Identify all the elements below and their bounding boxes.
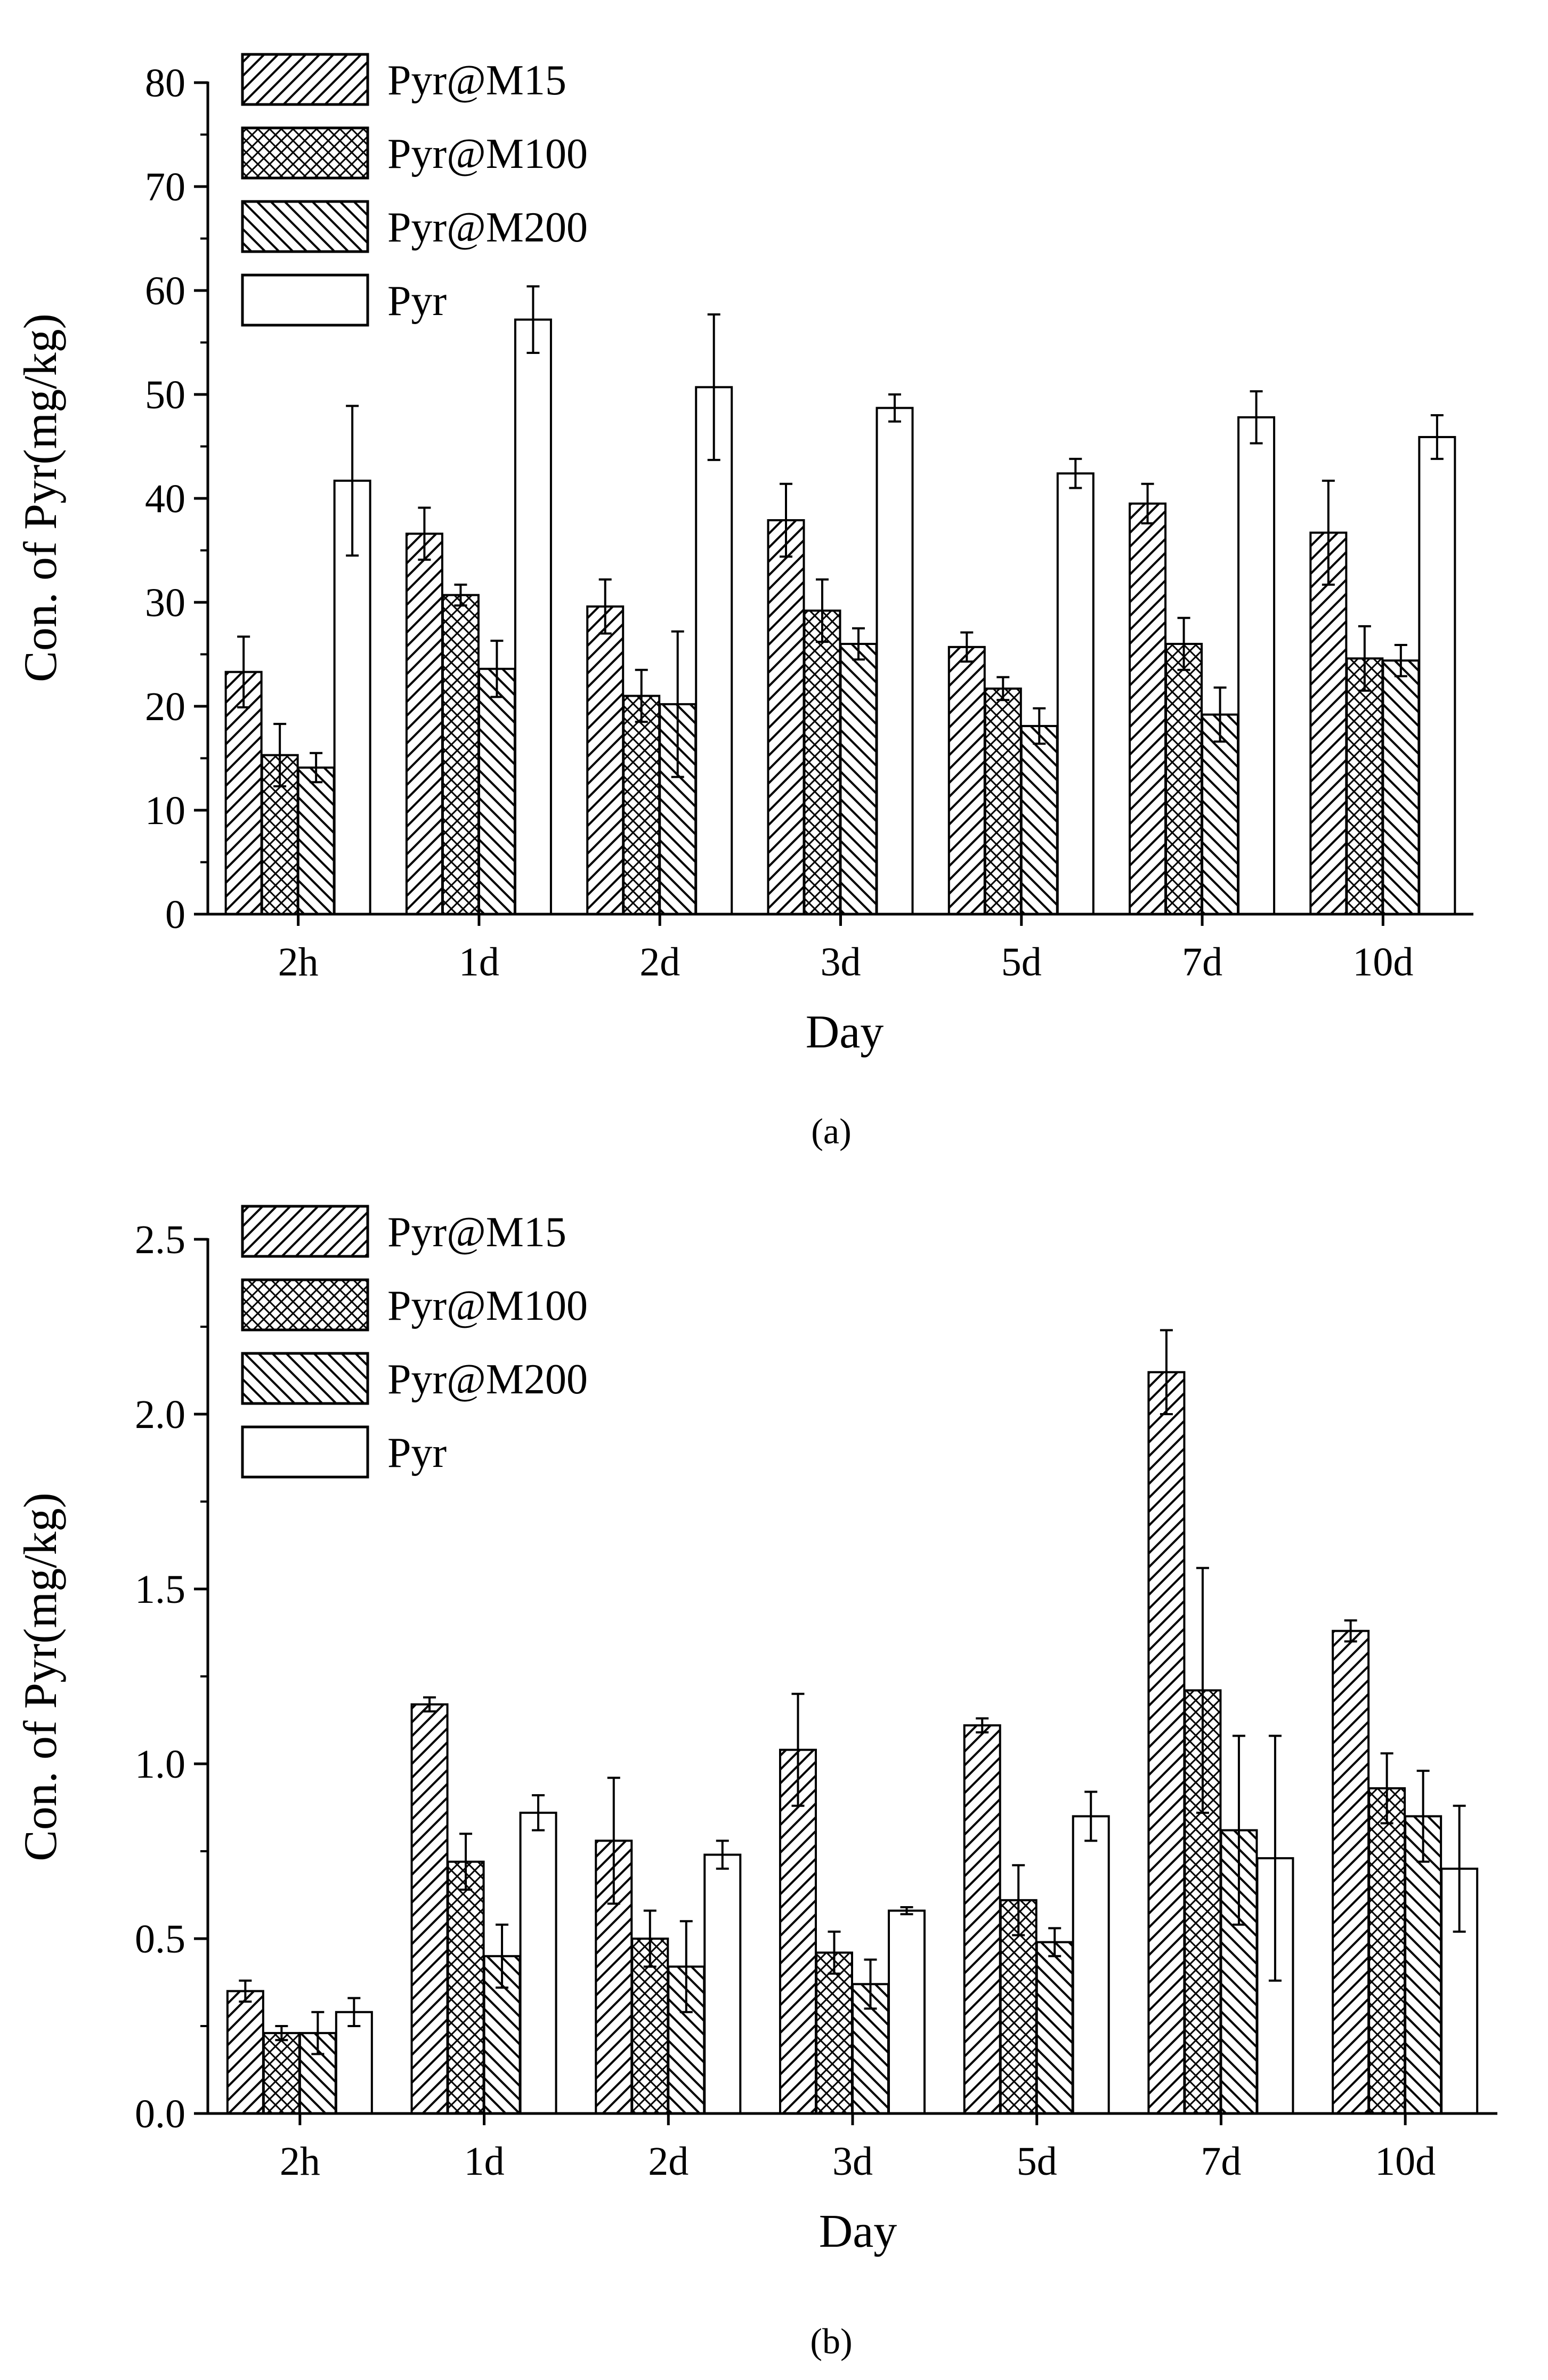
y-tick-label: 30: [145, 580, 185, 625]
bar: [803, 609, 841, 915]
bar: [767, 519, 805, 915]
bar: [622, 695, 661, 915]
legend-swatch: [241, 1278, 369, 1332]
bar: [1382, 659, 1420, 915]
bar: [335, 2011, 373, 2115]
bar: [224, 671, 263, 916]
x-tick-label: 10d: [1352, 940, 1413, 985]
legend-swatch: [241, 53, 369, 106]
panel-caption: (a): [811, 1111, 851, 1151]
bar: [586, 605, 625, 916]
y-tick-label: 0: [165, 892, 185, 937]
x-tick-label: 2h: [280, 2139, 320, 2184]
bar: [888, 1909, 926, 2115]
bar: [477, 667, 516, 916]
bar: [984, 687, 1022, 915]
bar: [441, 594, 480, 915]
bar: [779, 1748, 817, 2115]
bar: [1035, 1941, 1074, 2115]
legend-label: Pyr@M100: [387, 131, 588, 178]
y-tick-label: 80: [145, 61, 185, 106]
x-tick-label: 7d: [1201, 2139, 1241, 2184]
chart-panel-a: Con. of Pyr(mg/kg) Day (a) 2h 1d 2d 3d 5d 7d 1…: [15, 53, 1473, 1151]
x-tick-label: 10d: [1375, 2139, 1436, 2184]
y-tick-label: 50: [145, 373, 185, 417]
y-tick-label: 1.0: [135, 1742, 185, 1787]
x-tick-label: 3d: [821, 940, 861, 985]
bar: [410, 1703, 449, 2115]
bar: [1072, 1815, 1110, 2115]
bar: [1129, 502, 1167, 915]
bar: [1368, 1787, 1406, 2115]
bar: [1237, 416, 1276, 915]
x-tick-label: 2h: [278, 940, 319, 985]
chart-panel-b: Con. of Pyr(mg/kg) Day (b) 2h 1d 2d 3d 5d 7d 1…: [15, 1205, 1497, 2361]
y-tick-label: 0.0: [135, 2092, 185, 2136]
legend-label: Pyr@M15: [387, 1209, 566, 1256]
bar: [297, 767, 335, 916]
y-tick-label: 40: [145, 477, 185, 521]
bar: [1346, 657, 1384, 916]
y-tick-label: 20: [145, 684, 185, 729]
y-tick-label: 10: [145, 788, 185, 833]
bar: [963, 1724, 1001, 2115]
bar: [1147, 1371, 1186, 2115]
x-tick-label: 1d: [464, 2139, 505, 2184]
x-tick-label: 7d: [1182, 940, 1222, 985]
panel-caption: (b): [810, 2321, 852, 2361]
bar: [1309, 531, 1348, 915]
legend-label: Pyr@M15: [387, 57, 566, 104]
legend-label: Pyr: [387, 278, 447, 325]
bar: [1418, 435, 1456, 915]
y-tick-label: 1.5: [135, 1567, 185, 1612]
legend-swatch: [241, 273, 369, 327]
bar: [839, 643, 878, 915]
y-axis-title: Con. of Pyr(mg/kg): [15, 313, 67, 682]
y-tick-label: 60: [145, 269, 185, 313]
bar: [703, 1853, 742, 2115]
bar: [815, 1951, 853, 2115]
bar: [876, 407, 914, 915]
y-tick-label: 70: [145, 165, 185, 209]
y-tick-label: 2.5: [135, 1217, 185, 1262]
bar: [262, 2032, 301, 2115]
x-tick-label: 2d: [639, 940, 680, 985]
y-axis-title: Con. of Pyr(mg/kg): [15, 1492, 67, 1861]
bar: [405, 533, 443, 915]
legend-swatch: [241, 1425, 369, 1479]
legend-swatch: [241, 200, 369, 253]
bar: [447, 1860, 485, 2115]
bar: [1404, 1815, 1442, 2115]
legend-swatch: [241, 1205, 369, 1258]
x-tick-label: 2d: [648, 2139, 688, 2184]
x-tick-label: 5d: [1017, 2139, 1057, 2184]
bar: [1165, 643, 1203, 915]
x-tick-label: 3d: [832, 2139, 873, 2184]
legend-swatch: [241, 126, 369, 180]
bar: [1020, 725, 1058, 916]
x-tick-label: 1d: [459, 940, 499, 985]
bar: [519, 1811, 557, 2115]
legend-label: Pyr@M200: [387, 1356, 588, 1403]
x-axis-title: Day: [819, 2206, 897, 2257]
bar: [1332, 1629, 1370, 2115]
bar: [226, 1990, 264, 2115]
y-tick-label: 0.5: [135, 1917, 185, 1962]
bar: [1201, 713, 1239, 915]
y-tick-label: 2.0: [135, 1392, 185, 1437]
bar: [514, 318, 552, 915]
legend-label: Pyr: [387, 1430, 447, 1477]
legend-swatch: [241, 1352, 369, 1405]
bar: [947, 646, 986, 915]
legend-label: Pyr@M100: [387, 1282, 588, 1329]
legend-label: Pyr@M200: [387, 204, 588, 251]
x-tick-label: 5d: [1001, 940, 1042, 985]
bar: [1056, 472, 1095, 915]
x-axis-title: Day: [806, 1006, 884, 1058]
bar: [695, 386, 733, 915]
